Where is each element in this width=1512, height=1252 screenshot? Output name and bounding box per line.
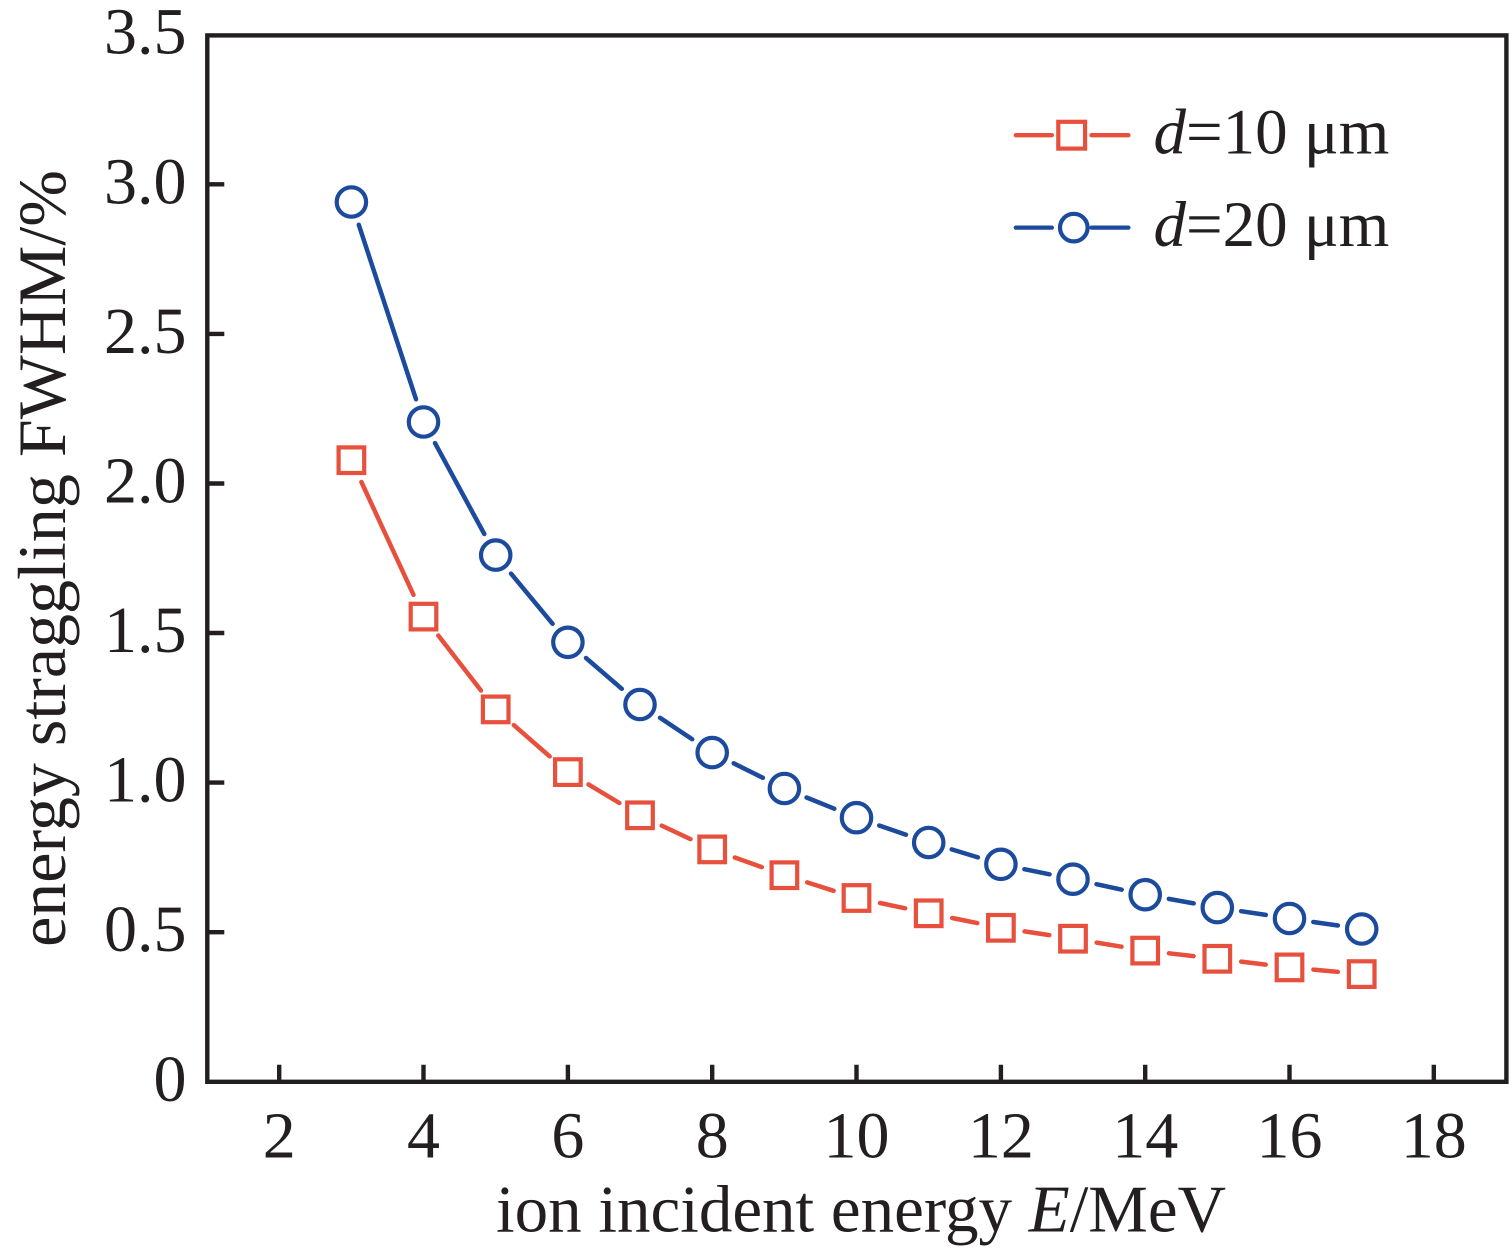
svg-text:4: 4: [407, 1100, 440, 1173]
svg-text:0: 0: [154, 1043, 187, 1116]
svg-text:14: 14: [1112, 1100, 1178, 1173]
svg-text:16: 16: [1257, 1100, 1323, 1173]
svg-text:2: 2: [263, 1100, 296, 1173]
svg-text:0.5: 0.5: [104, 893, 187, 966]
svg-text:3.0: 3.0: [104, 145, 187, 218]
svg-text:d=10 μm: d=10 μm: [1154, 96, 1390, 168]
svg-text:8: 8: [696, 1100, 729, 1173]
svg-text:12: 12: [968, 1100, 1034, 1173]
svg-text:energy straggling FWHM/%: energy straggling FWHM/%: [4, 170, 80, 947]
svg-text:6: 6: [551, 1100, 584, 1173]
svg-text:2.0: 2.0: [104, 445, 187, 518]
svg-text:18: 18: [1401, 1100, 1467, 1173]
svg-text:2.5: 2.5: [104, 295, 187, 368]
svg-text:d=20 μm: d=20 μm: [1154, 189, 1390, 261]
svg-text:ion incident energy E/MeV: ion incident energy E/MeV: [496, 1173, 1226, 1247]
svg-text:10: 10: [824, 1100, 890, 1173]
svg-text:1.0: 1.0: [104, 744, 187, 817]
svg-text:1.5: 1.5: [104, 594, 187, 667]
svg-text:3.5: 3.5: [104, 0, 187, 69]
